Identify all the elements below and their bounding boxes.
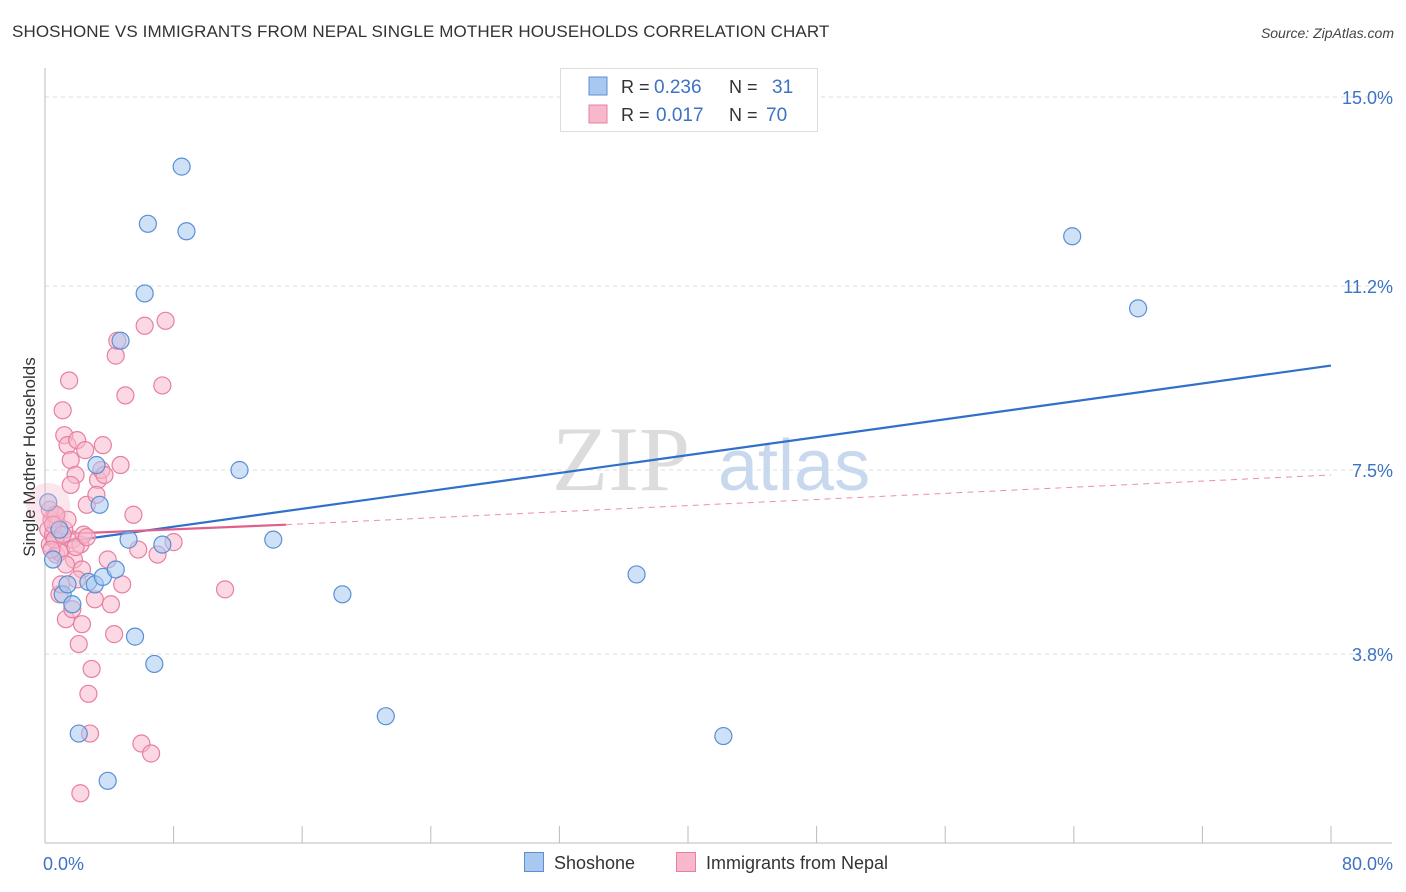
shoshone-point [50,520,69,539]
x-tick-label: 80.0% [1342,854,1393,874]
shoshone-point [714,726,733,746]
shoshone-point [145,654,164,674]
nepal-point [82,659,101,679]
watermark-zip: ZIP [552,408,690,510]
shoshone-point [153,535,172,554]
nepal-point [153,376,172,395]
data-points [26,157,1148,803]
nepal-point [141,744,161,763]
nepal-point [79,684,98,703]
nepal-point [61,475,80,495]
nepal-cluster-point [26,482,71,527]
legend-r-label-2: R = [621,105,650,125]
legend-r-label-1: R = [621,77,650,97]
shoshone-point [264,530,283,549]
axes: 0.0% 80.0% [43,68,1393,874]
chart-source: Source: ZipAtlas.com [1260,25,1394,41]
y-tick-label: 3.8% [1352,645,1393,665]
shoshone-point [125,627,145,646]
legend-n-value-1: 31 [772,77,793,98]
shoshone-point [138,214,157,233]
nepal-point [53,401,72,420]
y-tick-label: 15.0% [1342,88,1393,108]
legend-swatch-shoshone [588,76,608,96]
shoshone-point [1128,299,1148,318]
shoshone-point [376,707,395,726]
shoshone-point [87,455,106,475]
legend: R = 0.236 N = 31 R = 0.017 N = 70 [560,68,818,132]
legend-r-value-2: 0.017 [656,105,704,126]
nepal-point [116,386,135,405]
shoshone-point [177,222,196,241]
chart-title: SHOSHONE VS IMMIGRANTS FROM NEPAL SINGLE… [12,22,830,41]
nepal-point [215,580,235,599]
bottom-legend-label-shoshone: Shoshone [554,853,636,873]
shoshone-point [627,565,646,584]
shoshone-point [135,284,154,303]
gridlines: 15.0% 11.2% 7.5% 3.8% [45,88,1393,665]
bottom-legend-swatch-nepal [676,852,696,872]
y-axis-label: Single Mother Households [20,357,39,556]
nepal-point [76,441,95,460]
nepal-point [124,505,143,524]
bottom-legend-label-nepal: Immigrants from Nepal [706,853,889,873]
legend-swatch-nepal [588,104,608,124]
shoshone-point [106,560,125,579]
shoshone-point [111,331,130,350]
shoshone-point [119,530,138,549]
watermark: ZIP atlas [552,408,870,510]
shoshone-point [58,575,77,594]
nepal-point [111,455,130,475]
shoshone-point [98,771,117,790]
nepal-point [71,784,90,803]
bottom-legend-swatch-shoshone [524,852,544,872]
shoshone-point [90,495,109,514]
bottom-legend-nepal: Immigrants from Nepal [676,852,888,874]
nepal-point [77,528,96,547]
shoshone-point [333,585,352,604]
shoshone-point [172,157,191,176]
nepal-point [60,371,79,390]
shoshone-point [63,595,82,614]
legend-n-label-2: N = [729,105,758,125]
watermark-atlas: atlas [718,426,870,506]
shoshone-point [1063,227,1082,246]
nepal-point [72,615,92,634]
shoshone-point [43,550,63,569]
legend-r-value-1: 0.236 [654,77,702,98]
nepal-point [93,436,112,455]
shoshone-point [39,493,58,512]
x-tick-label: 0.0% [43,854,84,874]
nepal-point [156,311,175,330]
shoshone-trend-line [44,364,1332,546]
nepal-point [105,625,124,644]
nepal-point [101,595,121,614]
y-tick-label: 7.5% [1352,461,1393,481]
nepal-trend-line-extended [286,474,1332,526]
legend-n-value-2: 70 [766,105,787,126]
legend-n-label-1: N = [729,77,758,97]
nepal-point [69,634,88,654]
bottom-legend-shoshone: Shoshone [524,852,635,874]
nepal-point [135,316,154,335]
shoshone-point [230,460,249,480]
trend-lines [44,364,1332,546]
shoshone-point [69,724,88,743]
y-tick-label: 11.2% [1343,277,1393,297]
